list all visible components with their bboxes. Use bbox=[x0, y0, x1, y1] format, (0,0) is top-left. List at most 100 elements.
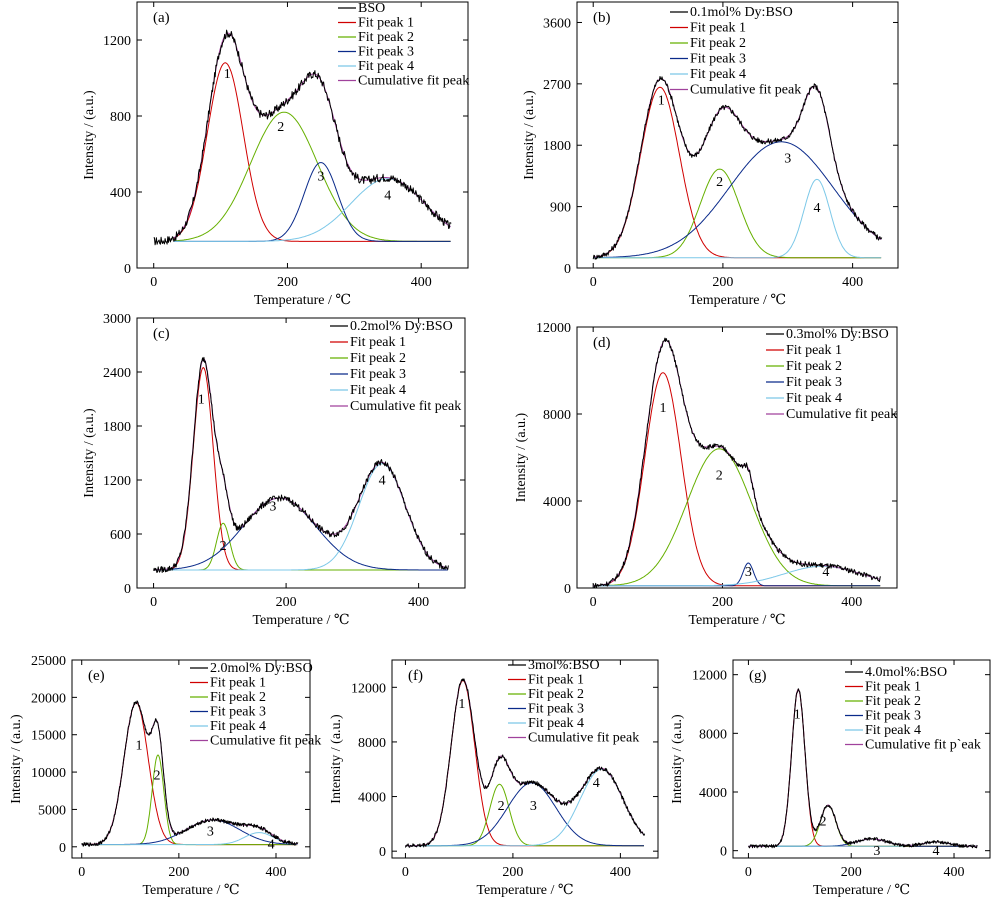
peak-number-label: 4 bbox=[268, 837, 275, 852]
legend-entry: Fit peak 1 bbox=[210, 676, 266, 691]
legend-entry: Fit peak 1 bbox=[786, 343, 842, 358]
y-axis-label: Intensity / (a.u.) bbox=[329, 714, 344, 804]
x-tick-label: 200 bbox=[168, 865, 189, 880]
legend-entry: Fit peak 2 bbox=[350, 351, 406, 366]
y-tick-label: 1800 bbox=[543, 139, 571, 154]
y-tick-label: 12000 bbox=[692, 669, 727, 684]
peak-number-label: 2 bbox=[819, 815, 826, 830]
legend-entry: Fit peak 2 bbox=[210, 690, 266, 705]
y-tick-label: 400 bbox=[110, 186, 131, 201]
x-tick-label: 400 bbox=[944, 865, 965, 880]
peak-number-label: 3 bbox=[317, 170, 324, 185]
fit-peak-4-line bbox=[405, 768, 645, 847]
legend-entry: Fit peak 2 bbox=[786, 359, 842, 374]
y-tick-label: 0 bbox=[720, 845, 727, 860]
x-tick-label: 0 bbox=[78, 865, 85, 880]
x-tick-label: 400 bbox=[408, 595, 429, 610]
x-tick-label: 200 bbox=[276, 595, 297, 610]
y-tick-label: 0 bbox=[564, 262, 571, 277]
x-axis-label: Temperature / ℃ bbox=[254, 293, 351, 308]
legend-entry: Fit peak 2 bbox=[690, 36, 746, 51]
peak-number-label: 1 bbox=[659, 401, 666, 416]
y-tick-label: 2700 bbox=[543, 78, 571, 93]
peak-number-label: 4 bbox=[933, 844, 940, 859]
fit-peak-1-line bbox=[748, 688, 977, 847]
y-tick-label: 8000 bbox=[543, 408, 571, 423]
y-tick-label: 3000 bbox=[103, 312, 131, 327]
y-tick-label: 0 bbox=[564, 582, 571, 597]
legend-entry: Fit peak 1 bbox=[358, 16, 414, 31]
peak-number-label: 4 bbox=[822, 565, 829, 580]
y-axis-label: Intensity / (a.u.) bbox=[82, 408, 97, 498]
y-tick-label: 12000 bbox=[536, 321, 571, 336]
legend-entry: Cumulative fit peak bbox=[358, 74, 469, 89]
legend-entry: Fit peak 4 bbox=[528, 716, 584, 731]
y-tick-label: 1800 bbox=[103, 420, 131, 435]
peak-number-label: 3 bbox=[269, 500, 276, 515]
legend-entry: Fit peak 3 bbox=[528, 702, 584, 717]
chart-panel-e: 0 200 400 0 5000 10000 15000 20000 25000 Temperat… bbox=[9, 654, 321, 898]
fit-peak-2-line bbox=[81, 754, 298, 846]
legend-entry: 0.1mol% Dy:BSO bbox=[690, 5, 793, 20]
legend-entry: Fit peak 1 bbox=[690, 21, 746, 36]
y-tick-label: 10000 bbox=[31, 766, 66, 781]
fit-peak-4-line bbox=[593, 178, 882, 259]
x-axis-label: Temperature / ℃ bbox=[142, 883, 239, 898]
plot-frame bbox=[136, 317, 466, 589]
x-tick-label: 0 bbox=[150, 275, 157, 290]
plot-frame bbox=[136, 1, 469, 269]
plot-frame bbox=[732, 659, 991, 859]
plot-frame bbox=[576, 1, 899, 269]
legend-entry: Fit peak 3 bbox=[786, 375, 842, 390]
y-tick-label: 0 bbox=[59, 841, 66, 856]
legend-entry: 0.2mol% Dy:BSO bbox=[350, 319, 453, 334]
x-tick-label: 200 bbox=[502, 865, 523, 880]
y-axis-label: Intensity / (a.u.) bbox=[670, 714, 685, 804]
peak-number-label: 3 bbox=[745, 565, 752, 580]
peak-number-label: 2 bbox=[716, 468, 723, 483]
fit-peak-3-line bbox=[593, 141, 882, 259]
y-tick-label: 0 bbox=[379, 845, 386, 860]
fit-peak-2-line bbox=[593, 168, 882, 259]
y-tick-label: 4000 bbox=[699, 786, 727, 801]
peak-number-label: 1 bbox=[794, 708, 801, 723]
peak-number-label: 2 bbox=[498, 799, 505, 814]
legend-entry: Fit peak 4 bbox=[350, 383, 406, 398]
x-axis-label: Temperature / ℃ bbox=[252, 613, 349, 628]
cumulative-fit-line bbox=[405, 678, 645, 847]
panel-label: (g) bbox=[749, 668, 767, 684]
measured-data-line bbox=[748, 688, 978, 849]
x-tick-label: 200 bbox=[712, 595, 733, 610]
plot-frame bbox=[576, 326, 898, 589]
x-tick-label: 400 bbox=[841, 595, 862, 610]
legend-entry: Fit peak 2 bbox=[865, 694, 921, 709]
x-axis-label: Temperature / ℃ bbox=[476, 883, 573, 898]
chart-panel-b: 0 200 400 0 900 1800 2700 3600 Temperature / ℃ In… bbox=[522, 1, 899, 308]
x-tick-label: 200 bbox=[277, 275, 298, 290]
peak-number-label: 2 bbox=[716, 175, 723, 190]
legend-entry: BSO bbox=[358, 1, 385, 16]
y-tick-label: 4000 bbox=[358, 791, 386, 806]
legend-entry: Fit peak 3 bbox=[690, 52, 746, 67]
fit-peak-3-line bbox=[81, 819, 298, 846]
y-tick-label: 20000 bbox=[31, 691, 66, 706]
plot-frame bbox=[71, 659, 311, 859]
y-tick-label: 800 bbox=[110, 110, 131, 125]
legend-entry: 2.0mol% Dy:BSO bbox=[210, 661, 313, 676]
fit-peak-2-line bbox=[173, 111, 451, 242]
y-tick-label: 8000 bbox=[358, 736, 386, 751]
legend-entry: Fit peak 1 bbox=[865, 680, 921, 695]
cumulative-fit-line bbox=[593, 78, 882, 258]
y-tick-label: 25000 bbox=[31, 654, 66, 669]
legend-entry: Fit peak 4 bbox=[690, 67, 746, 82]
peak-number-label: 1 bbox=[198, 393, 205, 408]
x-axis-label: Temperature / ℃ bbox=[813, 883, 910, 898]
panel-label: (f) bbox=[408, 668, 423, 684]
x-tick-label: 0 bbox=[590, 275, 597, 290]
